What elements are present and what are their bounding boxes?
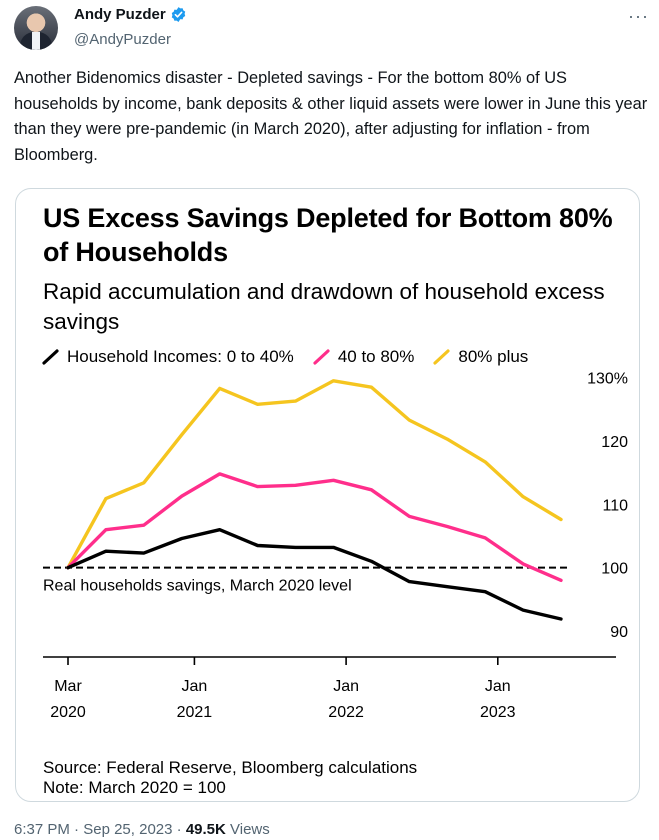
legend-swatch-yellow-icon <box>433 349 450 365</box>
x-tick-label: Jan <box>333 678 359 695</box>
legend-item-80-plus: 80% plus <box>432 347 528 367</box>
series-line-2 <box>66 379 563 570</box>
y-tick-label: 90 <box>610 624 628 641</box>
x-tick-label: Jan <box>485 678 511 695</box>
x-tick-label: Mar <box>54 678 82 695</box>
legend-label-40-80: 40 to 80% <box>337 347 415 366</box>
meta-separator: · <box>74 821 80 838</box>
legend-item-0-40: Household Incomes: 0 to 40% <box>41 347 294 367</box>
chart-source: Source: Federal Reserve, Bloomberg calcu… <box>43 758 418 777</box>
chart-legend: Household Incomes: 0 to 40% 40 to 80% 80… <box>41 347 546 367</box>
author-name-row: Andy Puzder <box>74 6 187 23</box>
x-tick-year-label: 2022 <box>328 704 364 721</box>
y-tick-label: 110 <box>602 497 628 514</box>
chart-title: US Excess Savings Depleted for Bottom 80… <box>43 203 613 267</box>
tweet-date[interactable]: Sep 25, 2023 <box>83 821 173 838</box>
series-line-1 <box>66 472 563 582</box>
legend-item-40-80: 40 to 80% <box>312 347 415 367</box>
legend-label-0-40: Household Incomes: 0 to 40% <box>67 347 294 366</box>
tweet-meta: 6:37 PM · Sep 25, 2023 · 49.5K Views <box>14 821 270 838</box>
avatar[interactable] <box>14 6 58 50</box>
x-tick-year-label: 2023 <box>480 704 516 721</box>
x-tick-label: Jan <box>182 678 208 695</box>
x-tick-year-label: 2021 <box>177 704 213 721</box>
meta-separator-2: · <box>176 821 182 838</box>
avatar-shirt <box>32 32 40 50</box>
legend-swatch-pink-icon <box>313 349 330 365</box>
legend-label-80-plus: 80% plus <box>458 347 529 366</box>
more-horizontal-icon[interactable]: ··· <box>628 6 649 26</box>
chart-image[interactable]: US Excess Savings Depleted for Bottom 80… <box>15 188 640 802</box>
views-count: 49.5K <box>185 821 226 838</box>
author-handle[interactable]: @AndyPuzder <box>74 31 171 48</box>
tweet-time[interactable]: 6:37 PM <box>14 821 70 838</box>
series-line-0 <box>66 528 563 621</box>
tweet-text: Another Bidenomics disaster - Depleted s… <box>14 69 648 164</box>
verified-badge-icon <box>171 7 185 22</box>
reference-line-label: Real households savings, March 2020 leve… <box>43 578 352 595</box>
x-tick-year-label: 2020 <box>50 704 86 721</box>
views-label: Views <box>230 821 270 838</box>
y-tick-label: 100 <box>601 561 628 578</box>
chart-plot: 130% 120 110 100 90 Mar 2020 Jan 2021 Jan 2022 Jan 2… <box>43 371 628 721</box>
chart-note: Note: March 2020 = 100 <box>43 778 226 797</box>
chart-notes: Source: Federal Reserve, Bloomberg calcu… <box>43 758 417 798</box>
chart-subtitle: Rapid accumulation and drawdown of house… <box>43 279 605 334</box>
y-tick-label: 130% <box>587 371 628 388</box>
author-display-name[interactable]: Andy Puzder <box>74 6 166 23</box>
y-tick-label: 120 <box>601 434 628 451</box>
legend-swatch-black-icon <box>42 349 59 365</box>
